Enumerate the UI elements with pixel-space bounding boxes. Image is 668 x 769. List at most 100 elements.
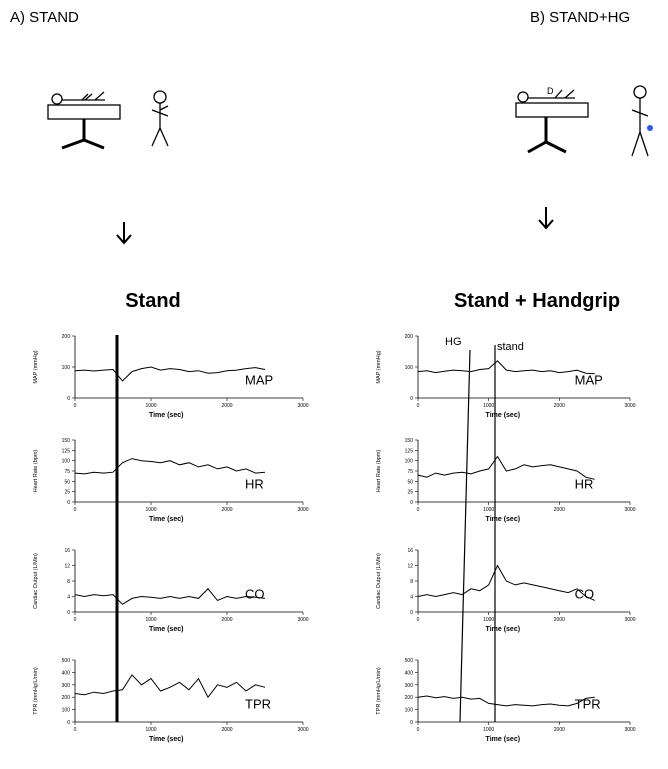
event-label: HG: [445, 336, 462, 348]
y-tick-label: 16: [407, 548, 413, 554]
y-tick-label: 0: [410, 720, 413, 726]
x-axis-label: Time (sec): [486, 412, 521, 419]
x-tick-label: 1000: [145, 403, 156, 409]
x-tick-label: 0: [74, 507, 77, 513]
y-tick-label: 200: [405, 334, 414, 340]
y-tick-label: 50: [407, 479, 413, 485]
y-tick-label: 100: [405, 459, 414, 465]
event-line: [460, 350, 470, 722]
y-axis-label: TPR (mmHg/L/min): [376, 667, 382, 715]
y-tick-label: 12: [64, 564, 70, 570]
y-tick-label: 100: [62, 365, 71, 371]
y-tick-label: 100: [405, 365, 414, 371]
x-tick-label: 0: [417, 617, 420, 623]
x-axis-label: Time (sec): [149, 412, 184, 419]
y-tick-label: 4: [410, 595, 413, 601]
x-axis-label: Time (sec): [149, 736, 184, 743]
x-tick-label: 2000: [221, 507, 232, 513]
x-tick-label: 0: [417, 727, 420, 733]
y-axis-label: MAP (mmHg): [33, 350, 39, 383]
x-tick-label: 3000: [297, 507, 308, 513]
y-axis-label: MAP (mmHg): [376, 350, 382, 383]
x-tick-label: 2000: [554, 403, 565, 409]
axis: [418, 550, 630, 612]
y-tick-label: 75: [64, 469, 70, 475]
y-tick-label: 0: [67, 396, 70, 402]
x-tick-label: 1000: [483, 727, 494, 733]
trace-label: CO: [245, 586, 265, 601]
x-tick-label: 2000: [554, 727, 565, 733]
y-tick-label: 125: [62, 448, 71, 454]
y-tick-label: 0: [410, 610, 413, 616]
trace: [75, 367, 265, 381]
y-tick-label: 400: [62, 670, 71, 676]
y-tick-label: 125: [405, 448, 414, 454]
axis: [75, 660, 303, 722]
y-tick-label: 8: [67, 579, 70, 585]
trace: [75, 589, 265, 605]
trace: [75, 675, 265, 697]
panel-label: B) STAND+HG: [530, 9, 630, 26]
y-tick-label: 0: [67, 610, 70, 616]
trace: [418, 566, 595, 601]
trace-label: MAP: [575, 372, 603, 387]
y-tick-label: 12: [407, 564, 413, 570]
x-tick-label: 1000: [483, 403, 494, 409]
y-tick-label: 500: [405, 658, 414, 664]
y-axis-label: TPR (mmHg/L/min): [33, 667, 39, 715]
panel-label: A) STAND: [10, 9, 79, 26]
axis: [418, 440, 630, 502]
event-label: stand: [497, 341, 524, 353]
x-tick-label: 3000: [624, 727, 635, 733]
y-tick-label: 150: [62, 438, 71, 444]
axis: [418, 660, 630, 722]
x-tick-label: 0: [417, 403, 420, 409]
trace: [75, 459, 265, 474]
axis: [75, 550, 303, 612]
y-tick-label: 0: [67, 500, 70, 506]
y-tick-label: 50: [64, 479, 70, 485]
y-tick-label: 0: [67, 720, 70, 726]
trace-label: HR: [245, 476, 264, 491]
y-axis-label: Cardiac Output (L/Min): [376, 553, 382, 609]
trace-label: CO: [575, 586, 595, 601]
x-tick-label: 1000: [145, 507, 156, 513]
trace: [418, 361, 595, 374]
y-tick-label: 100: [62, 708, 71, 714]
x-tick-label: 3000: [624, 507, 635, 513]
trace-label: HR: [575, 476, 594, 491]
trace: [418, 457, 595, 480]
trace: [418, 696, 595, 706]
y-tick-label: 0: [410, 500, 413, 506]
y-tick-label: 200: [62, 695, 71, 701]
y-tick-label: 100: [62, 459, 71, 465]
x-tick-label: 1000: [145, 727, 156, 733]
y-tick-label: 400: [405, 670, 414, 676]
x-tick-label: 3000: [624, 617, 635, 623]
y-tick-label: 300: [62, 683, 71, 689]
x-tick-label: 0: [74, 617, 77, 623]
x-tick-label: 0: [74, 403, 77, 409]
y-tick-label: 25: [64, 490, 70, 496]
x-tick-label: 2000: [554, 507, 565, 513]
x-tick-label: 0: [417, 507, 420, 513]
trace-label: TPR: [245, 696, 271, 711]
y-tick-label: 300: [405, 683, 414, 689]
y-axis-label: Heart Rate (bpm): [33, 450, 39, 493]
y-tick-label: 75: [407, 469, 413, 475]
x-axis-label: Time (sec): [149, 626, 184, 633]
x-tick-label: 2000: [554, 617, 565, 623]
x-tick-label: 3000: [297, 617, 308, 623]
x-tick-label: 0: [74, 727, 77, 733]
icon-table: D: [516, 86, 653, 156]
x-tick-label: 2000: [221, 403, 232, 409]
trace-label: MAP: [245, 372, 273, 387]
panel-title: Stand + Handgrip: [454, 290, 620, 312]
x-axis-label: Time (sec): [149, 516, 184, 523]
x-tick-label: 3000: [297, 403, 308, 409]
trace-label: TPR: [575, 696, 601, 711]
arrow: [117, 207, 553, 243]
y-tick-label: 150: [405, 438, 414, 444]
x-tick-label: 1000: [483, 617, 494, 623]
y-tick-label: 8: [410, 579, 413, 585]
